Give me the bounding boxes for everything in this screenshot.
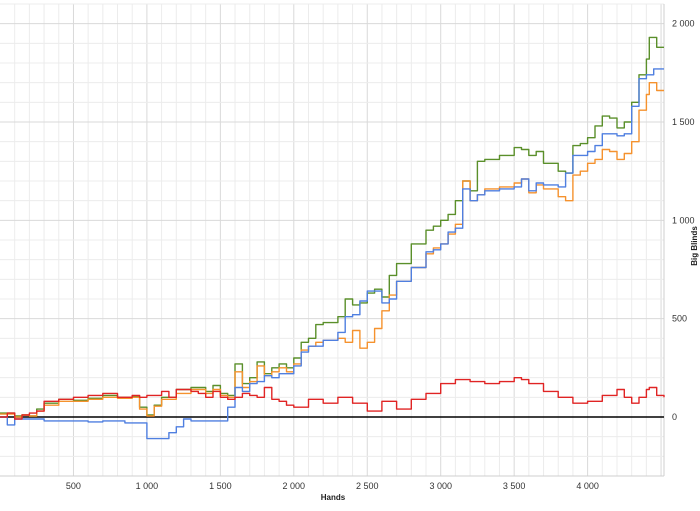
- y-tick-label: 500: [672, 314, 687, 324]
- series-line-1: [0, 36, 664, 417]
- y-axis-ticks: 0 500 1 000 1 500 2 000: [672, 19, 695, 422]
- x-tick-label: 3 000: [429, 481, 452, 491]
- series-line-2: [0, 82, 664, 418]
- y-axis-title: Big Blinds: [690, 226, 699, 266]
- y-tick-label: 0: [672, 412, 677, 422]
- series-line-3: [0, 68, 664, 440]
- y-tick-label: 1 000: [672, 215, 695, 225]
- y-tick-label: 1 500: [672, 117, 695, 127]
- x-tick-label: 2 500: [356, 481, 379, 491]
- x-axis-title: Hands: [321, 493, 346, 502]
- x-tick-label: 4 000: [576, 481, 599, 491]
- y-tick-label: 2 000: [672, 19, 695, 29]
- x-tick-label: 500: [66, 481, 81, 491]
- x-axis-ticks: 500 1 000 1 500 2 000 2 500 3 000 3 500 4 000: [66, 481, 599, 491]
- series-line-4: [0, 377, 665, 420]
- x-tick-label: 2 000: [283, 481, 306, 491]
- series-lines: [0, 36, 665, 440]
- x-tick-label: 1 500: [209, 481, 232, 491]
- x-tick-label: 3 500: [503, 481, 526, 491]
- x-tick-label: 1 000: [136, 481, 159, 491]
